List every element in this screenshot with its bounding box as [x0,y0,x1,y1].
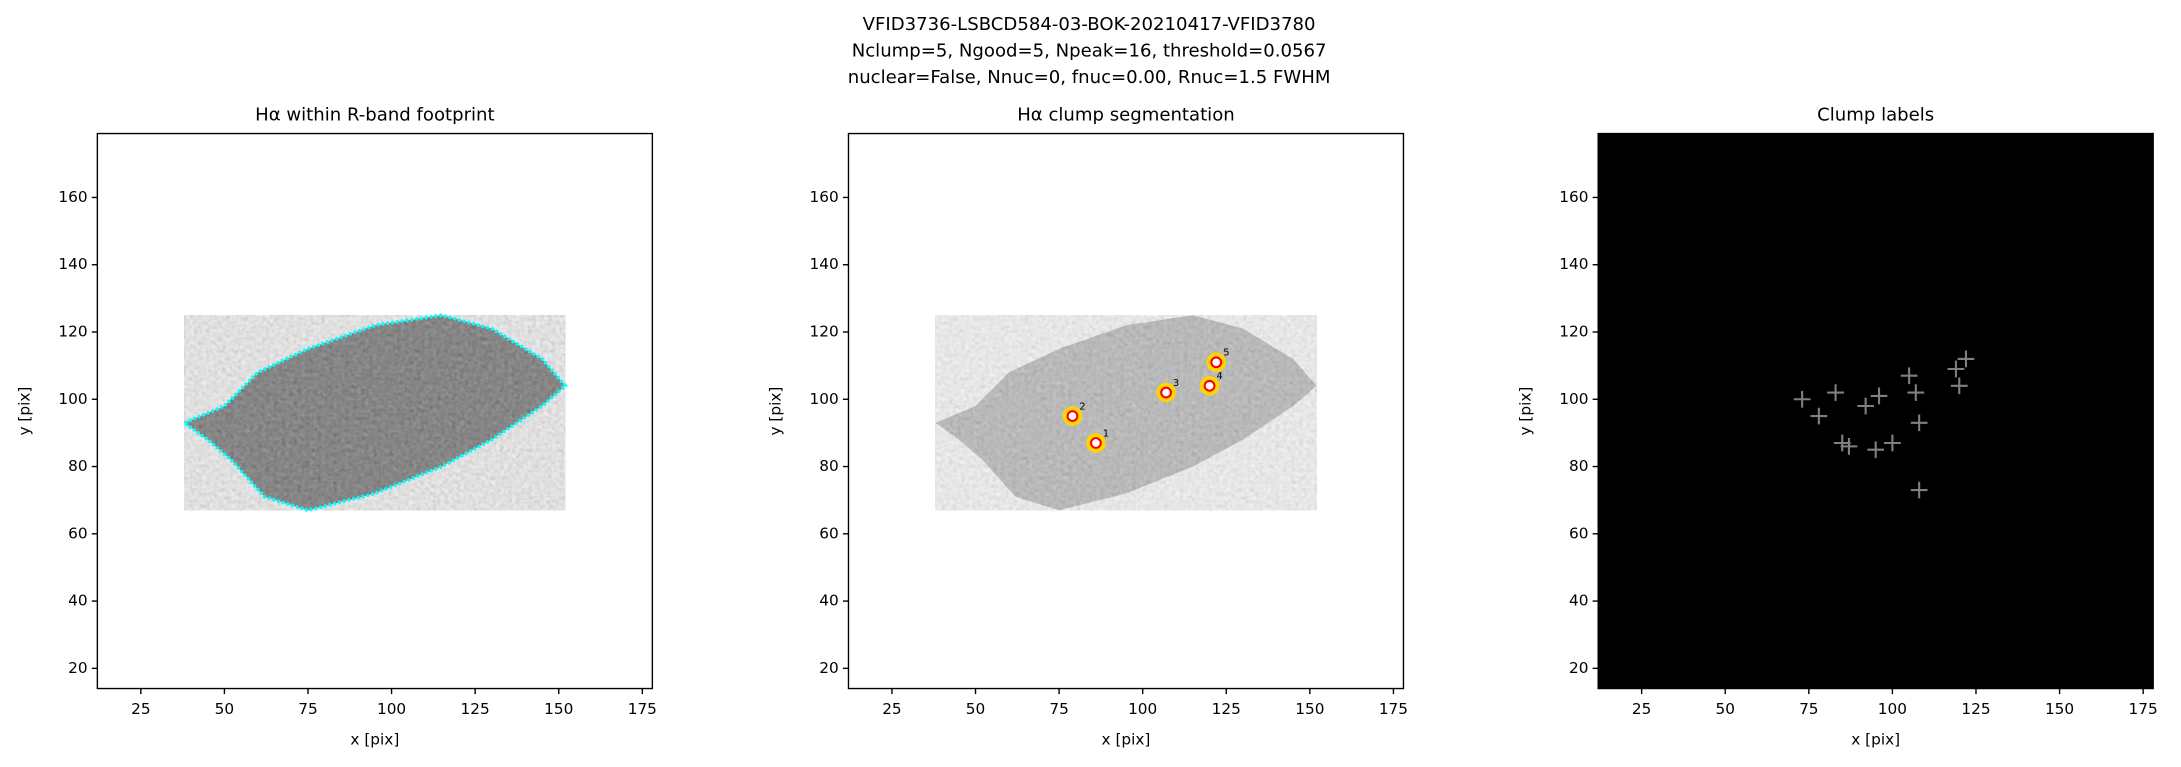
x-tick-label: 75 [1049,700,1068,718]
peak-marker [1884,434,1901,452]
peak-marker [1957,350,1975,368]
x-tick-label: 175 [2129,700,2158,718]
y-tick-label: 120 [810,322,839,340]
x-tick-label: 25 [131,700,150,718]
x-axis-label: x [pix] [350,730,399,748]
clump-ring [1089,437,1102,449]
peak-marker [1833,434,1851,452]
x-tick-label: 125 [1212,700,1241,718]
suptitle: Nclump=5, Ngood=5, Npeak=16, threshold=0… [852,40,1327,61]
suptitle: nuclear=False, Nnuc=0, fnuc=0.00, Rnuc=1… [848,67,1331,88]
y-tick-label: 60 [819,524,838,542]
axes-frame [96,132,654,690]
y-tick-label: 20 [819,659,838,677]
y-tick-label: 140 [1559,255,1588,273]
image-background [1598,133,2154,689]
peak-marker [1840,438,1858,455]
peak-marker [1947,360,1965,378]
y-tick-label: 80 [68,457,87,475]
y-axis-label: y [pix] [767,387,785,436]
markers [1793,350,1975,499]
y-tick-label: 160 [810,188,839,206]
axes-title: Hα clump segmentation [1017,104,1235,125]
x-axis-label: x [pix] [1102,730,1151,748]
x-tick-label: 25 [1632,700,1651,718]
peak-marker [1867,441,1885,459]
x-tick-label: 100 [1128,700,1157,718]
y-tick-label: 160 [58,188,87,206]
y-tick-label: 120 [58,322,87,340]
clump-ring [1066,410,1079,422]
y-tick-label: 40 [819,592,838,610]
markers: 1 2 3 4 5 [1062,348,1229,453]
y-axis-label: y [pix] [1516,387,1534,436]
axes-title: Hα within R-band footprint [255,104,494,125]
clump-label: 1 [1103,428,1109,439]
axes-title: Clump labels [1817,104,1934,125]
y-tick-label: 100 [58,390,87,408]
y-tick-label: 80 [819,457,838,475]
clump-label: 3 [1173,378,1179,389]
x-tick-label: 150 [2045,700,2074,718]
y-tick-label: 80 [1569,457,1588,475]
y-tick-label: 20 [1569,659,1588,677]
x-tick-label: 100 [377,700,406,718]
x-tick-label: 50 [966,700,985,718]
x-tick-label: 175 [628,700,657,718]
x-tick-label: 75 [1799,700,1818,718]
peak-marker [1900,367,1918,385]
x-tick-label: 25 [882,700,901,718]
clump-label: 5 [1223,348,1229,359]
x-tick-label: 150 [544,700,573,718]
suptitle: VFID3736-LSBCD584-03-BOK-20210417-VFID37… [863,14,1316,35]
peak-marker [1950,377,1968,395]
x-tick-label: 150 [1295,700,1324,718]
y-tick-label: 140 [58,255,87,273]
clump-ring [1210,356,1223,369]
footprint-outline [180,313,568,513]
peak-marker [1907,384,1925,401]
x-tick-label: 125 [1961,700,1990,718]
clump-label: 2 [1079,401,1085,412]
x-tick-label: 75 [298,700,317,718]
peak-marker [1910,481,1928,499]
y-tick-label: 160 [1559,188,1588,206]
peak-marker [1810,407,1828,425]
y-tick-label: 100 [1559,390,1588,408]
x-tick-label: 50 [1716,700,1735,718]
x-tick-label: 125 [461,700,490,718]
y-tick-label: 60 [68,524,87,542]
axes-frame [847,132,1405,690]
axes-frame [1597,132,2154,690]
y-tick-label: 40 [68,592,87,610]
clump-ring [1203,379,1216,392]
x-tick-label: 175 [1379,700,1408,718]
peak-marker [1910,414,1928,432]
y-tick-label: 20 [68,659,87,677]
y-tick-label: 120 [1559,322,1588,340]
y-tick-label: 40 [1569,592,1588,610]
clump-ring [1160,386,1173,399]
peak-marker [1857,397,1875,415]
x-axis-label: x [pix] [1851,730,1900,748]
peak-marker [1793,390,1811,408]
y-tick-label: 100 [810,390,839,408]
peak-marker [1827,384,1844,401]
clump-label: 4 [1217,371,1223,382]
peak-marker [1870,387,1888,405]
x-tick-label: 100 [1878,700,1907,718]
y-axis-label: y [pix] [16,387,34,436]
y-tick-label: 60 [1569,524,1588,542]
x-tick-label: 50 [215,700,234,718]
y-tick-label: 140 [810,255,839,273]
